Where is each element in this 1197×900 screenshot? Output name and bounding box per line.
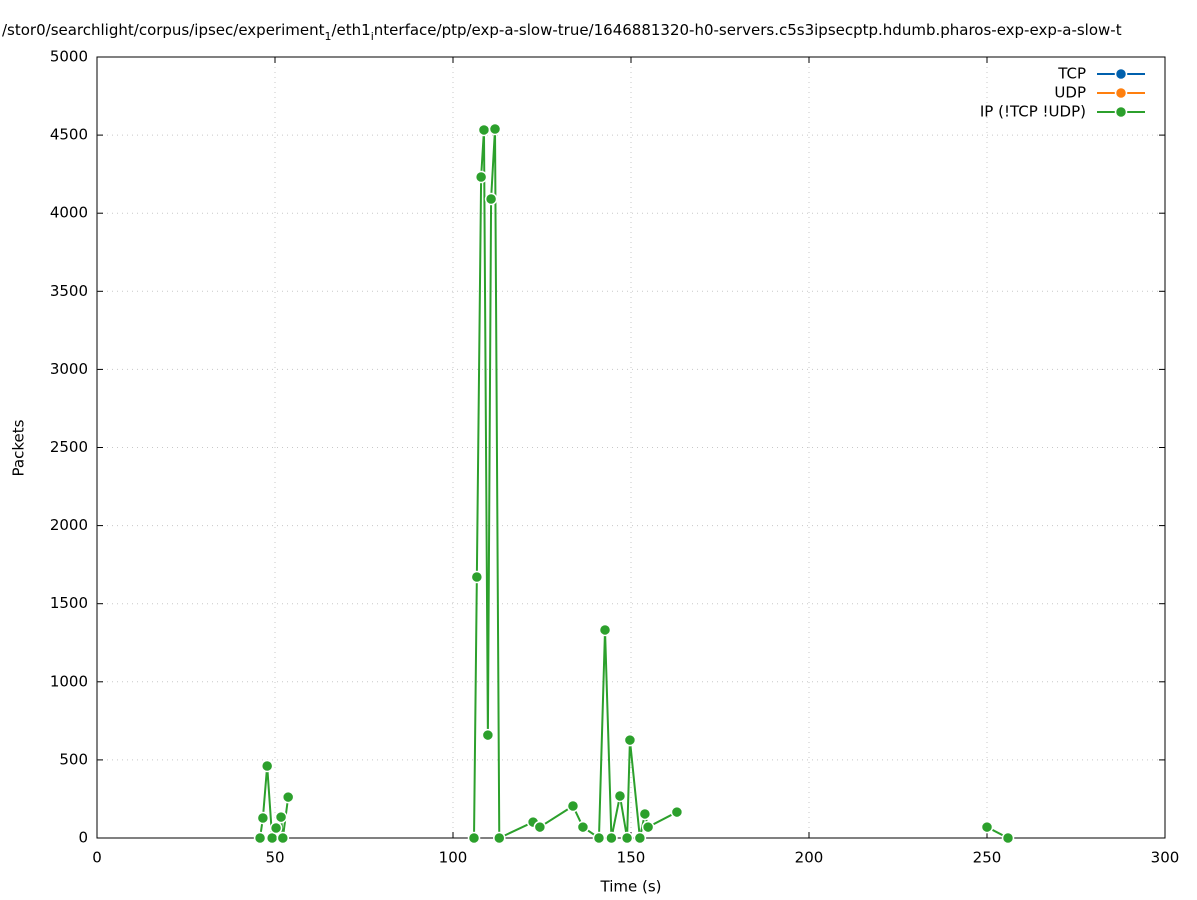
y-tick-label: 3000 [50, 360, 88, 378]
legend-swatch-point [1114, 105, 1128, 119]
x-tick-label: 0 [92, 849, 102, 867]
y-tick-label: 1500 [50, 594, 88, 612]
y-tick-label: 2500 [50, 438, 88, 456]
data-point [638, 807, 652, 821]
legend-label: UDP [1054, 84, 1086, 102]
data-point [256, 811, 270, 825]
data-point [260, 759, 274, 773]
title-part: /eth1 [332, 21, 371, 39]
data-point [470, 570, 484, 584]
data-point [620, 831, 634, 845]
data-point [484, 192, 498, 206]
legend-label: IP (!TCP !UDP) [980, 103, 1086, 121]
data-point [467, 831, 481, 845]
data-point [533, 820, 547, 834]
y-axis-label: Packets [10, 419, 28, 476]
data-point [670, 805, 684, 819]
title-part: 1 [325, 30, 332, 43]
data-point [488, 122, 502, 136]
data-point [980, 820, 994, 834]
legend-swatch-point [1114, 86, 1128, 100]
data-point [274, 810, 288, 824]
data-point [474, 170, 488, 184]
data-point [1001, 831, 1015, 845]
data-point [633, 831, 647, 845]
y-tick-label: 4000 [50, 204, 88, 222]
y-tick-label: 2000 [50, 516, 88, 534]
legend-label: TCP [1057, 65, 1086, 83]
x-tick-label: 250 [973, 849, 1002, 867]
data-point [576, 820, 590, 834]
data-point [605, 831, 618, 845]
x-tick-label: 100 [439, 849, 468, 867]
y-tick-label: 0 [78, 829, 88, 847]
data-point [253, 831, 267, 845]
x-tick-label: 50 [265, 849, 284, 867]
x-tick-label: 300 [1151, 849, 1180, 867]
y-tick-label: 500 [59, 750, 88, 768]
series-line [259, 128, 1009, 840]
data-point [623, 733, 637, 747]
data-point [566, 799, 580, 813]
title-part: /stor0/searchlight/corpus/ipsec/experime… [2, 21, 325, 39]
title-part: i [371, 30, 374, 43]
chart-title: /stor0/searchlight/corpus/ipsec/experime… [2, 21, 1122, 43]
data-point [493, 831, 506, 845]
data-point [613, 789, 627, 803]
legend-swatch-point [1114, 67, 1128, 81]
x-axis-label: Time (s) [600, 878, 662, 896]
data-point [592, 831, 606, 845]
data-point [641, 820, 655, 834]
y-tick-label: 5000 [50, 48, 88, 66]
data-point [281, 790, 295, 804]
x-tick-label: 200 [795, 849, 824, 867]
y-tick-label: 4500 [50, 126, 88, 144]
y-tick-label: 3500 [50, 282, 88, 300]
data-point [269, 821, 283, 835]
y-tick-label: 1000 [50, 672, 88, 690]
x-tick-label: 150 [617, 849, 646, 867]
data-point [481, 728, 495, 742]
data-point [477, 123, 491, 137]
data-point [276, 831, 290, 845]
title-part: nterface/ptp/exp-a-slow-true/1646881320-… [374, 21, 1122, 39]
data-point [598, 623, 612, 637]
